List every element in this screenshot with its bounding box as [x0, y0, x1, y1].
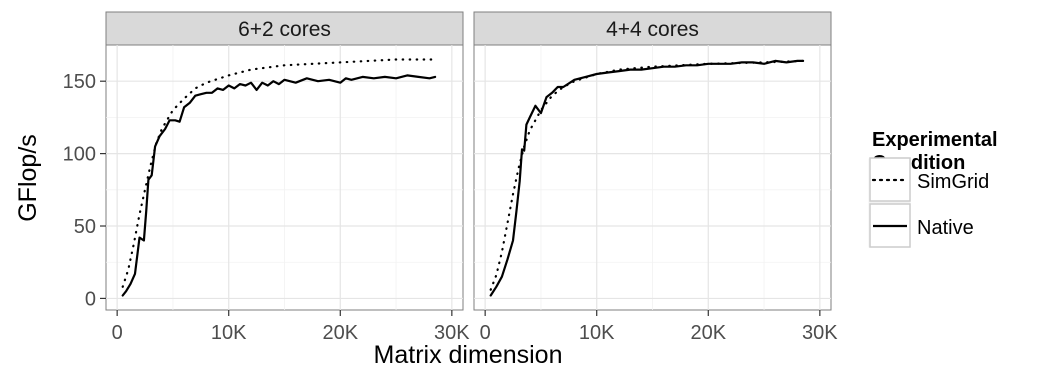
panel-2-strip	[473, 11, 832, 46]
y-axis-title: GFlop/s	[14, 134, 42, 222]
panel-2-x-axis: 0 10K 20K 30K	[480, 310, 838, 344]
x-tick-label: 20K	[690, 322, 726, 344]
panel-2-title: 4+4 cores	[606, 18, 699, 41]
x-tick-label: 10K	[579, 322, 615, 344]
y-axis: 0 50 100 150	[63, 71, 106, 310]
panel-2-series	[489, 59, 805, 297]
x-axis-title: Matrix dimension	[374, 341, 563, 369]
legend-label-native: Native	[917, 217, 974, 239]
panel-1-strip	[105, 11, 464, 46]
legend-title-line-1: Experimental	[872, 129, 998, 151]
panel-2-grid	[474, 45, 831, 310]
panel-2: 4+4 cores	[473, 11, 832, 311]
x-tick-label: 20K	[322, 322, 358, 344]
legend-key-simgrid	[869, 157, 911, 202]
panel-1-x-axis: 0 10K 20K 30K	[112, 310, 470, 344]
legend-label-simgrid: SimGrid	[917, 171, 989, 193]
x-tick-label: 10K	[211, 322, 247, 344]
panel-1-grid	[106, 45, 463, 310]
legend: Experimental Condition SimGrid Native	[867, 129, 998, 249]
y-tick-label: 0	[85, 288, 96, 310]
x-tick-label: 0	[480, 322, 491, 344]
y-tick-label: 150	[63, 71, 96, 93]
panel-1-series	[121, 58, 437, 297]
series-native-line	[489, 59, 805, 297]
panel-1-title: 6+2 cores	[238, 18, 331, 41]
x-tick-label: 30K	[434, 322, 470, 344]
x-tick-label: 0	[112, 322, 123, 344]
x-tick-label: 30K	[802, 322, 838, 344]
y-tick-label: 50	[74, 216, 96, 238]
panel-1: 6+2 cores	[105, 11, 464, 311]
series-simgrid-line	[121, 58, 437, 288]
series-native-line	[121, 74, 437, 297]
y-tick-label: 100	[63, 144, 96, 166]
